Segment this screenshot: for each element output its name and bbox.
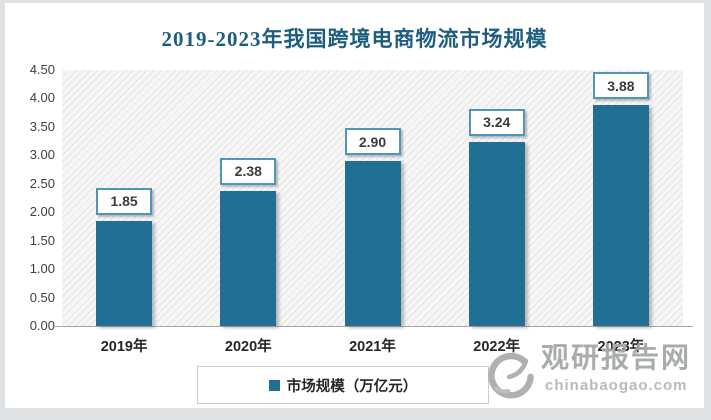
y-axis-tick-label: 3.50 [29,118,55,134]
y-axis-tick-label: 0.50 [29,289,55,305]
bar [220,190,277,326]
y-axis-tick-label: 2.00 [29,204,55,220]
x-axis-label: 2022年 [473,339,521,355]
y-axis-tick-label: 2.50 [29,175,55,191]
y-axis-tick-label: 4.00 [29,90,55,106]
bar [592,105,649,326]
y-axis-tick-label: 1.50 [29,232,55,248]
bar [96,220,153,326]
bar-value-label: 3.88 [592,72,649,100]
bar [468,141,525,326]
y-axis-tick-label: 1.00 [29,261,55,277]
y-axis-tick-label: 0.00 [29,318,55,333]
x-axis-label: 2020年 [224,339,272,355]
x-axis-label: 2021年 [349,339,396,355]
x-axis-label: 2019年 [100,339,148,355]
bar-value-label: 2.38 [220,157,277,185]
bar-value-label: 2.90 [344,128,401,156]
watermark-site-url: chinabaogao.com [545,377,688,394]
legend: 市场规模（万亿元） [197,366,489,404]
bar [344,161,401,326]
y-axis-tick-label: 4.50 [29,62,55,77]
bar-value-label: 1.85 [96,187,153,215]
legend-label: 市场规模（万亿元） [286,378,418,395]
x-axis-label: 2023年 [597,339,645,355]
y-axis-tick-label: 3.00 [29,147,55,163]
chart-title: 2019-2023年我国跨境电商物流市场规模 [161,27,548,51]
x-axis-line [55,326,693,327]
legend-marker-icon [268,379,280,391]
bar-value-label: 3.24 [468,108,525,136]
chart-card: 2019-2023年我国跨境电商物流市场规模 0.00 0.50 1.00 1.50 2… [5,3,704,408]
